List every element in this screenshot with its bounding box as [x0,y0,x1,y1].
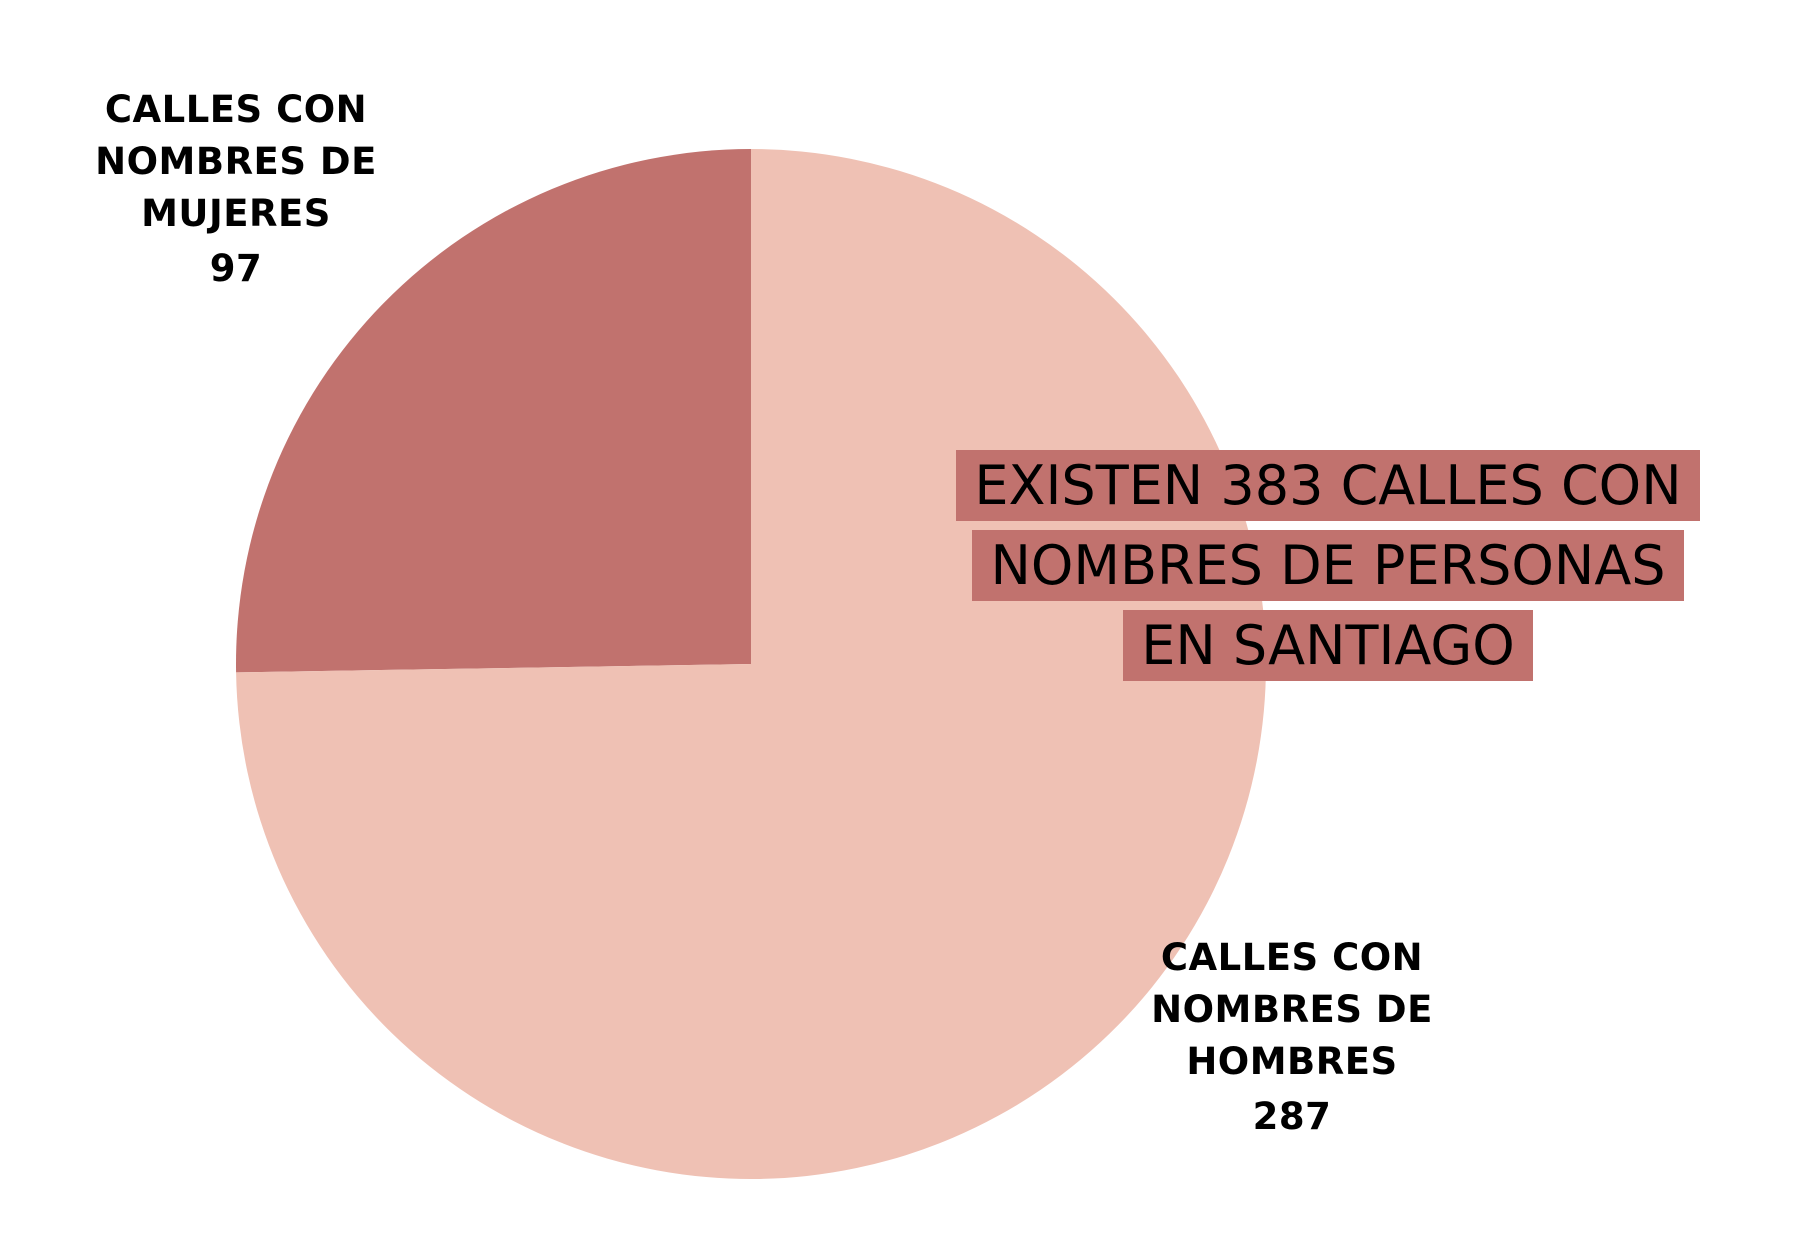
slice-value-men: 287 [1252,1095,1332,1138]
slice-value-women: 97 [209,247,263,290]
slice-label-men-line-3: HOMBRES [1186,1040,1398,1083]
headline-annotation: EXISTEN 383 CALLES CON NOMBRES DE PERSON… [928,446,1728,686]
slice-label-women: CALLES CON NOMBRES DE MUJERES 97 [66,84,406,295]
slice-label-women-line-1: CALLES CON [104,88,368,131]
slice-label-women-line-3: MUJERES [141,192,331,235]
pie-slice-women [236,149,751,673]
headline-line-3: EN SANTIAGO [1123,610,1533,681]
headline-line-2: NOMBRES DE PERSONAS [972,530,1684,601]
slice-label-men: CALLES CON NOMBRES DE HOMBRES 287 [1122,932,1462,1143]
slice-label-men-line-1: CALLES CON [1160,936,1424,979]
slice-label-women-line-2: NOMBRES DE [95,140,377,183]
slice-label-men-line-2: NOMBRES DE [1151,988,1433,1031]
pie-slice-men [236,149,1267,1180]
headline-line-1: EXISTEN 383 CALLES CON [956,450,1700,521]
